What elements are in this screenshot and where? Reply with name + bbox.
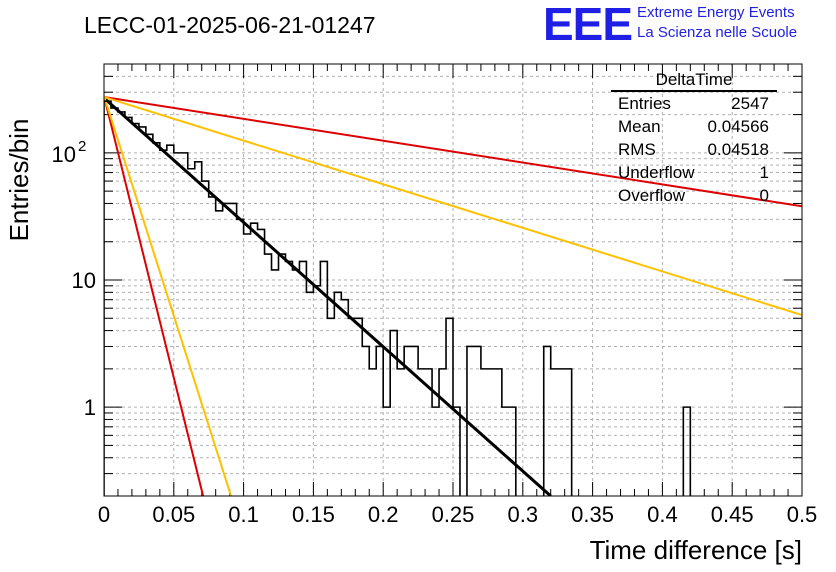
y-tick-label-exponent: 2: [78, 138, 86, 155]
stats-value: 0.04518: [707, 140, 769, 159]
tick-labels: 0 0.05 0.1 0.15 0.2 0.25 0.3 0.35 0.4 0.45 0.51101…: [52, 138, 818, 527]
fit-curve-2: [104, 96, 802, 317]
stats-row-underflow: Underflow 1: [611, 161, 777, 184]
stats-row-entries: Entries 2547: [611, 92, 777, 115]
x-tick-label: 0.2: [368, 502, 399, 527]
y-tick-label: 10: [52, 142, 76, 167]
x-tick-label: 0.5: [787, 502, 818, 527]
plot-frame: [103, 63, 803, 497]
chart-title: LECC-01-2025-06-21-01247: [84, 12, 376, 38]
y-tick-label: 1: [84, 395, 96, 420]
stats-value: 1: [759, 163, 769, 182]
x-tick-label: 0.4: [647, 502, 678, 527]
x-tick-label: 0.25: [432, 502, 475, 527]
stats-value: 0.04566: [707, 117, 769, 136]
axis-ticks: [103, 63, 803, 497]
stats-label: Overflow: [618, 186, 686, 205]
stats-row-overflow: Overflow 0: [611, 184, 777, 207]
stats-label: Mean: [618, 117, 661, 136]
x-tick-label: 0.1: [228, 502, 259, 527]
stats-value: 2547: [731, 94, 769, 113]
y-axis-label: Entries/bin: [4, 118, 34, 242]
fit-curve-1: [104, 96, 802, 208]
eee-logo: EEE: [543, 0, 633, 50]
stats-title: DeltaTime: [611, 70, 777, 92]
stats-row-mean: Mean 0.04566: [611, 115, 777, 138]
x-tick-label: 0.45: [711, 502, 754, 527]
stats-row-rms: RMS 0.04518: [611, 138, 777, 161]
fit-curve-4: [104, 95, 232, 496]
stats-label: RMS: [618, 140, 656, 159]
x-tick-label: 0.15: [292, 502, 335, 527]
x-tick-label: 0.05: [152, 502, 195, 527]
logo-line-2: La Scienza nelle Scuole: [637, 24, 798, 41]
stats-label: Entries: [618, 94, 671, 113]
fit-curves: [104, 95, 802, 496]
x-tick-label: 0: [98, 502, 110, 527]
logo-line-1: Extreme Energy Events: [637, 4, 795, 21]
fit-curve-3: [104, 95, 205, 496]
stats-box: DeltaTime Entries 2547 Mean 0.04566 RMS 0.0…: [611, 70, 777, 207]
stats-value: 0: [759, 186, 769, 205]
histogram: [104, 100, 802, 496]
x-tick-label: 0.3: [508, 502, 539, 527]
x-tick-label: 0.35: [571, 502, 614, 527]
histogram-steps: [104, 100, 802, 496]
x-axis-label: Time difference [s]: [589, 535, 802, 565]
y-tick-label: 10: [72, 268, 96, 293]
stats-label: Underflow: [618, 163, 695, 182]
